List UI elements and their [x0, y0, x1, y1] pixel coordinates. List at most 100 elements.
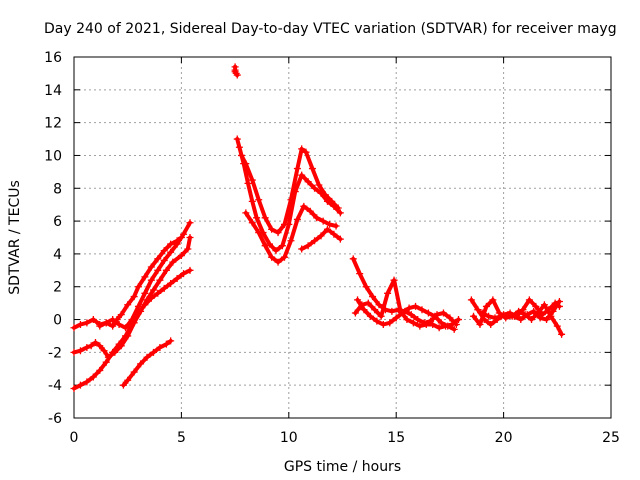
data-point	[149, 348, 157, 356]
data-point	[186, 266, 194, 274]
data-point	[261, 242, 269, 250]
data-point	[416, 322, 424, 330]
data-point	[278, 242, 286, 250]
data-point	[109, 348, 117, 356]
data-point	[532, 302, 540, 310]
data-point	[308, 165, 316, 173]
data-point	[315, 181, 323, 189]
data-point	[76, 347, 84, 355]
data-point	[298, 171, 306, 179]
data-point	[369, 293, 377, 301]
data-point	[186, 234, 194, 241]
data-point	[115, 320, 123, 328]
data-point	[274, 258, 282, 266]
data-point	[317, 232, 325, 240]
data-point	[366, 312, 374, 320]
data-point	[439, 309, 447, 317]
data-point	[184, 245, 192, 253]
data-point	[298, 145, 306, 153]
data-point	[392, 314, 400, 322]
data-point	[177, 252, 185, 260]
data-point	[100, 347, 108, 355]
data-point	[349, 255, 357, 263]
data-point	[386, 319, 394, 327]
data-point	[364, 299, 372, 307]
data-point	[130, 368, 138, 376]
data-point	[476, 320, 484, 328]
data-point	[422, 320, 430, 328]
data-point	[371, 306, 379, 314]
y-tick-label: 4	[53, 247, 62, 263]
data-point	[313, 214, 321, 222]
data-point	[553, 322, 561, 330]
data-point	[255, 196, 263, 204]
data-point	[530, 307, 538, 315]
series-trace-g	[238, 145, 342, 237]
x-axis-label: GPS time / hours	[284, 459, 401, 475]
data-point	[298, 245, 306, 253]
data-point	[96, 342, 104, 350]
data-point	[515, 307, 523, 315]
data-point	[528, 316, 536, 324]
data-point	[96, 366, 104, 374]
y-tick-label: 8	[53, 181, 62, 197]
data-point	[173, 275, 181, 283]
chart-title: Day 240 of 2021, Sidereal Day-to-day VTE…	[44, 21, 617, 37]
data-point	[323, 225, 331, 233]
data-point	[147, 276, 155, 284]
data-point	[274, 229, 282, 237]
x-tick-label: 20	[495, 430, 513, 446]
data-point	[396, 307, 404, 315]
data-point	[377, 312, 385, 320]
data-point	[536, 314, 544, 322]
data-point	[160, 284, 168, 292]
data-point	[238, 151, 246, 159]
data-point	[235, 143, 243, 151]
y-tick-label: 16	[44, 50, 62, 66]
data-point	[117, 311, 125, 319]
data-point	[186, 219, 194, 227]
data-point	[253, 214, 261, 222]
data-point	[446, 314, 454, 322]
data-point	[89, 373, 97, 381]
data-point	[248, 219, 256, 227]
data-point	[448, 320, 456, 328]
data-point	[334, 204, 342, 212]
data-point	[555, 297, 563, 305]
data-point	[437, 319, 445, 327]
data-point	[304, 178, 312, 186]
data-point	[141, 301, 149, 309]
data-point	[407, 311, 415, 319]
data-point	[162, 266, 170, 274]
data-point	[70, 348, 78, 356]
data-point	[424, 309, 432, 317]
data-point	[102, 358, 110, 366]
y-tick-label: 6	[53, 214, 62, 230]
data-point	[248, 197, 256, 205]
data-point	[244, 179, 252, 187]
data-point	[360, 306, 368, 314]
plot-frame	[73, 56, 612, 419]
data-point	[330, 230, 338, 238]
data-point	[403, 316, 411, 324]
data-point	[356, 270, 364, 278]
data-point	[154, 289, 162, 297]
data-point	[233, 135, 241, 143]
data-point	[450, 325, 458, 333]
data-point	[375, 301, 383, 309]
data-point	[124, 376, 132, 384]
data-point	[109, 322, 117, 330]
data-point	[261, 214, 269, 222]
data-point	[485, 312, 493, 320]
data-point	[242, 209, 250, 217]
data-point	[409, 319, 417, 327]
data-point	[351, 309, 359, 317]
data-point	[379, 320, 387, 328]
data-point	[167, 337, 175, 345]
data-point	[549, 307, 557, 315]
data-point	[328, 197, 336, 205]
data-point	[300, 202, 308, 210]
data-point	[487, 320, 495, 328]
data-point	[156, 343, 164, 351]
